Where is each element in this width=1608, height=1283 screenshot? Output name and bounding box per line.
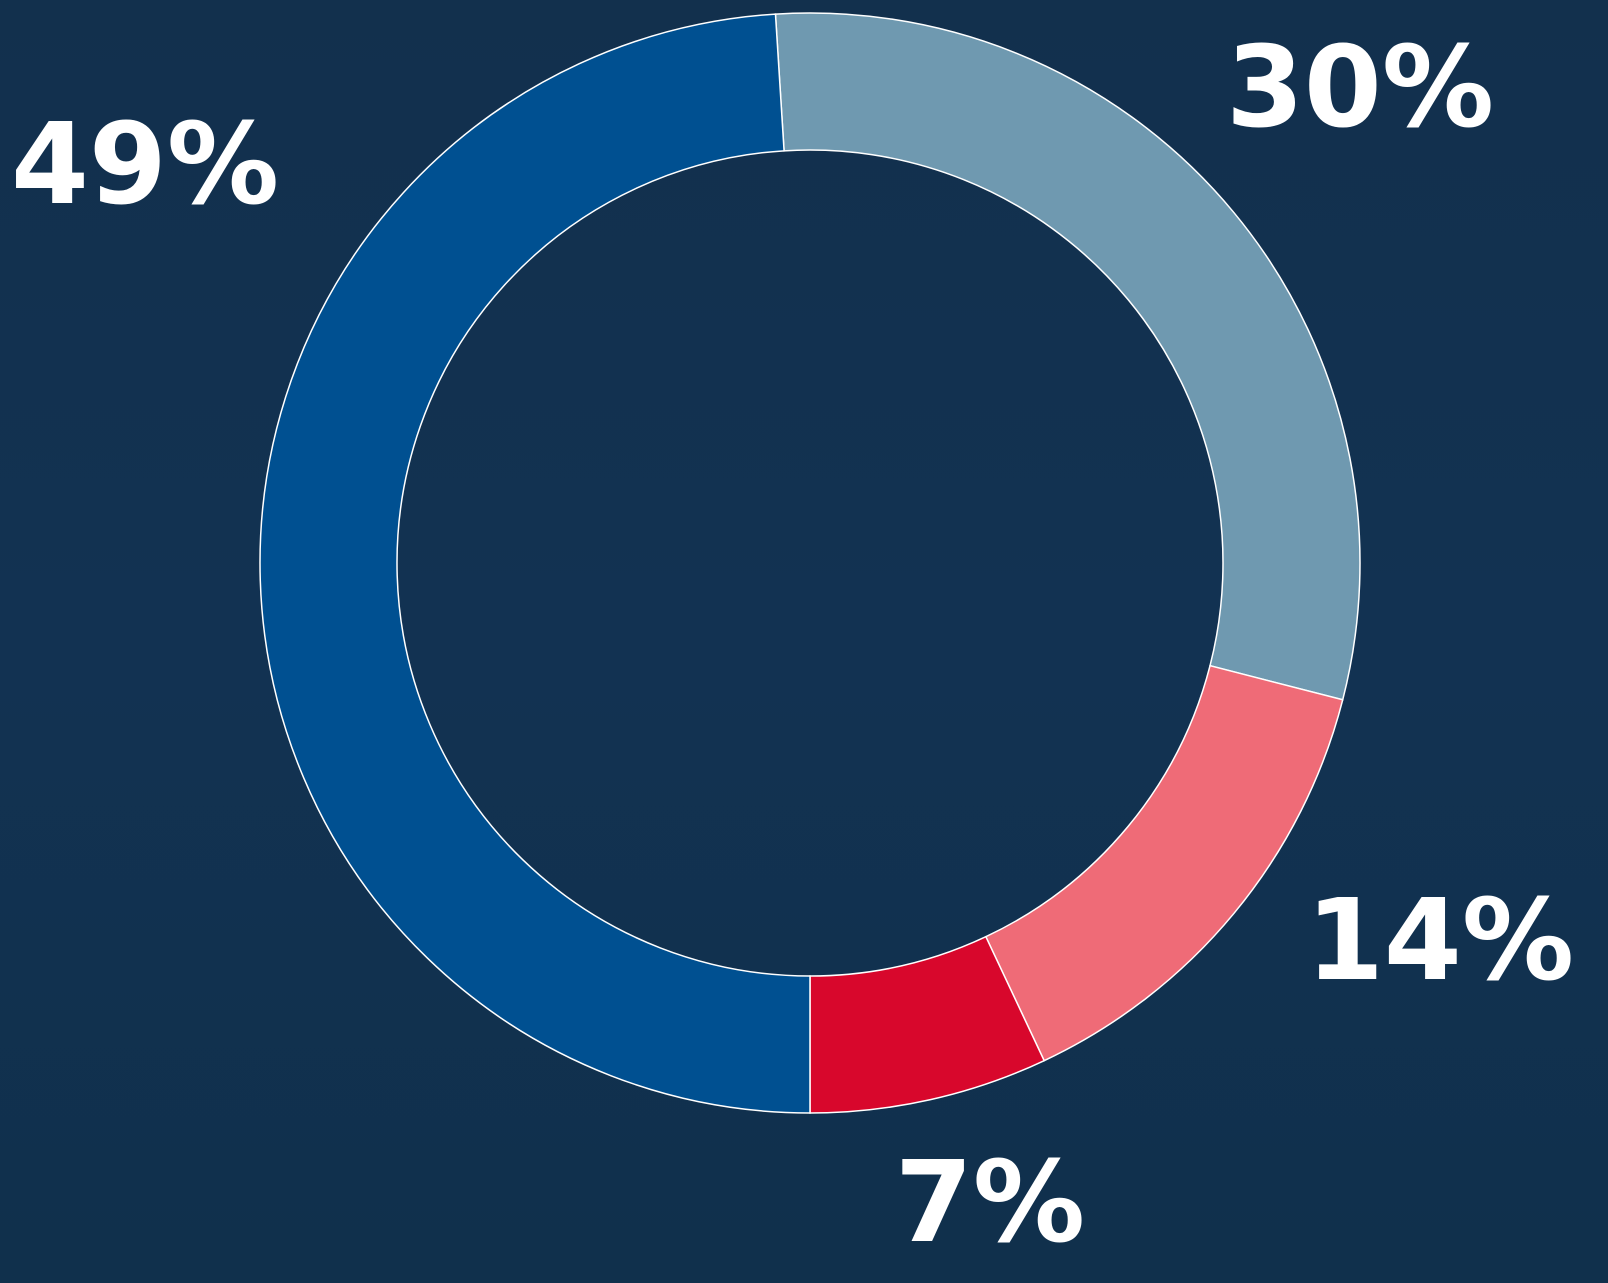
- data-label: 14%: [1306, 876, 1574, 1006]
- data-label: 30%: [1226, 23, 1494, 153]
- data-label: 49%: [11, 100, 279, 230]
- donut-segment: [774, 12, 1361, 701]
- donut-segment: [259, 13, 811, 1114]
- data-label: 7%: [895, 1138, 1085, 1268]
